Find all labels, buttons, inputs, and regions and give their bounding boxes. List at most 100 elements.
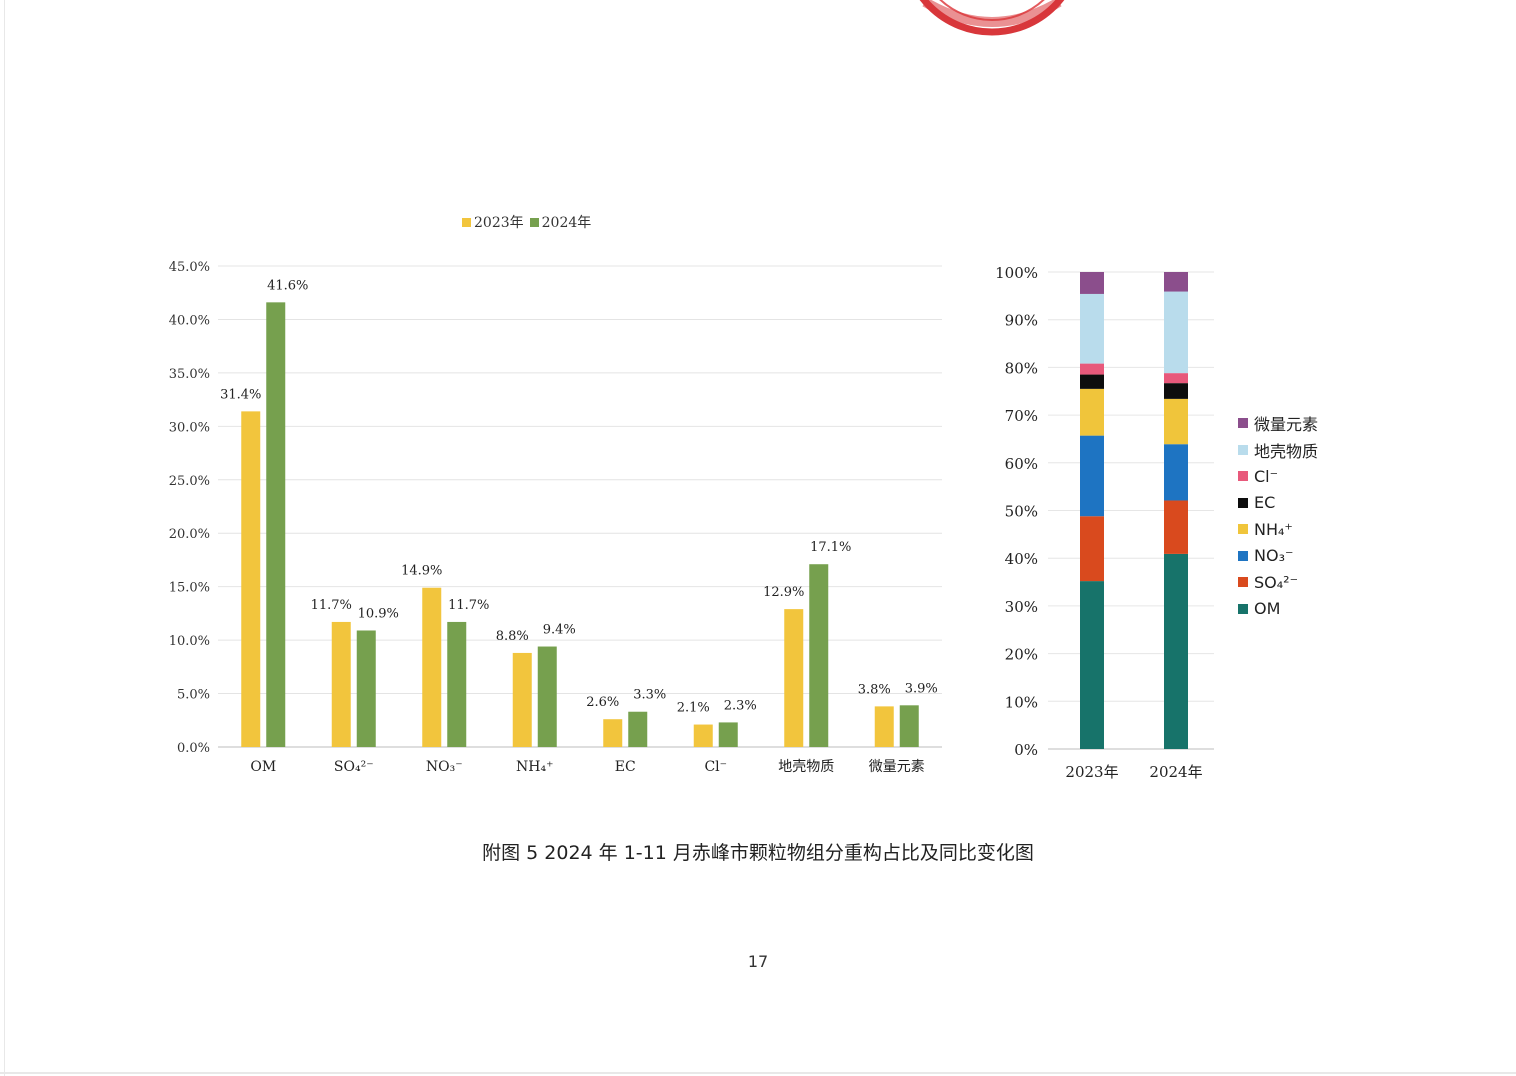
stack-segment bbox=[1080, 581, 1104, 749]
bar-2024 bbox=[447, 621, 467, 747]
y-tick-label: 0% bbox=[1014, 741, 1038, 759]
bar-2023 bbox=[241, 411, 261, 747]
stack-segment bbox=[1080, 363, 1104, 375]
legend-label: NO₃⁻ bbox=[1254, 546, 1294, 566]
bar-2023 bbox=[603, 719, 623, 747]
stack-segment bbox=[1080, 388, 1104, 436]
stack-segment bbox=[1164, 444, 1188, 501]
y-tick-label: 80% bbox=[1005, 359, 1038, 377]
y-tick-label: 20% bbox=[1005, 646, 1038, 664]
y-tick-label: 10.0% bbox=[169, 634, 210, 649]
bar-2024 bbox=[537, 646, 557, 747]
legend-swatch bbox=[1238, 418, 1248, 429]
bar-2024 bbox=[356, 630, 376, 747]
data-label: 3.3% bbox=[633, 688, 666, 703]
y-tick-label: 100% bbox=[995, 264, 1038, 282]
legend-swatch bbox=[1238, 444, 1248, 455]
bar-2024 bbox=[809, 564, 829, 747]
stack-segment bbox=[1080, 293, 1104, 364]
legend-label: 微量元素 bbox=[1254, 415, 1319, 435]
legend-label: OM bbox=[1254, 599, 1281, 619]
bar-chart-legend: 2023年 2024年 bbox=[462, 212, 597, 232]
data-label: 17.1% bbox=[810, 540, 851, 555]
y-tick-label: 10% bbox=[1005, 693, 1038, 711]
data-label: 11.7% bbox=[311, 598, 352, 613]
y-tick-label: 15.0% bbox=[169, 581, 210, 596]
y-tick-label: 30% bbox=[1005, 598, 1038, 616]
stack-segment bbox=[1080, 435, 1104, 517]
stack-segment bbox=[1164, 383, 1188, 399]
x-category-label: OM bbox=[250, 759, 276, 775]
legend-swatch bbox=[1238, 603, 1248, 614]
data-label: 10.9% bbox=[358, 606, 399, 621]
data-label: 8.8% bbox=[496, 629, 529, 644]
x-category-label: 2023年 bbox=[1065, 763, 1118, 781]
legend-item: OM bbox=[1238, 596, 1318, 623]
legend-label-2024: 2024年 bbox=[541, 215, 592, 231]
data-label: 2.1% bbox=[677, 701, 710, 716]
x-category-label: 微量元素 bbox=[869, 759, 925, 775]
legend-item: 微量元素 bbox=[1238, 410, 1318, 437]
y-tick-label: 35.0% bbox=[169, 367, 210, 382]
legend-swatch bbox=[1238, 524, 1248, 535]
bar-2023 bbox=[512, 652, 532, 747]
scan-border-bottom bbox=[0, 1072, 1516, 1074]
data-label: 14.9% bbox=[401, 564, 442, 579]
bar-2023 bbox=[784, 609, 804, 747]
legend-swatch bbox=[1238, 577, 1248, 588]
legend-item: Cl⁻ bbox=[1238, 463, 1318, 490]
figure-caption: 附图 5 2024 年 1-11 月赤峰市颗粒物组分重构占比及同比变化图 bbox=[482, 842, 1034, 864]
data-label: 11.7% bbox=[448, 598, 489, 613]
stack-segment bbox=[1080, 516, 1104, 582]
data-label: 3.9% bbox=[905, 681, 938, 696]
bar-2023 bbox=[422, 587, 442, 747]
x-category-label: NH₄⁺ bbox=[516, 759, 553, 775]
data-label: 41.6% bbox=[267, 278, 308, 293]
legend-label: NH₄⁺ bbox=[1254, 519, 1293, 539]
bar-2023 bbox=[874, 706, 894, 747]
y-tick-label: 20.0% bbox=[169, 527, 210, 542]
y-tick-label: 45.0% bbox=[169, 260, 210, 275]
y-tick-label: 60% bbox=[1005, 455, 1038, 473]
x-category-label: 地壳物质 bbox=[778, 758, 834, 775]
stack-segment bbox=[1164, 553, 1188, 749]
data-label: 3.8% bbox=[858, 682, 891, 697]
legend-label: EC bbox=[1254, 493, 1276, 513]
legend-swatch bbox=[1238, 550, 1248, 561]
legend-swatch-2024 bbox=[529, 217, 539, 227]
x-category-label: 2024年 bbox=[1149, 763, 1202, 781]
y-tick-label: 40.0% bbox=[169, 313, 210, 328]
legend-swatch bbox=[1238, 471, 1248, 482]
y-tick-label: 40% bbox=[1005, 550, 1038, 568]
stack-segment bbox=[1080, 374, 1104, 389]
stack-segment bbox=[1164, 373, 1188, 384]
bar-2023 bbox=[331, 621, 351, 747]
y-tick-label: 90% bbox=[1005, 312, 1038, 330]
stacked-chart-legend: 微量元素 地壳物质 Cl⁻ EC NH₄⁺ NO₃⁻ SO₄²⁻ OM bbox=[1238, 410, 1318, 622]
data-label: 12.9% bbox=[763, 585, 804, 600]
y-tick-label: 50% bbox=[1005, 503, 1038, 521]
data-label: 9.4% bbox=[543, 623, 576, 638]
data-label: 31.4% bbox=[220, 387, 261, 402]
red-seal-stamp bbox=[919, 0, 1065, 36]
y-tick-label: 25.0% bbox=[169, 474, 210, 489]
legend-swatch bbox=[1238, 497, 1248, 508]
legend-item-2023: 2023年 bbox=[462, 212, 524, 232]
y-tick-label: 70% bbox=[1005, 407, 1038, 425]
stack-segment bbox=[1164, 500, 1188, 554]
legend-item: EC bbox=[1238, 490, 1318, 517]
legend-label: SO₄²⁻ bbox=[1254, 572, 1299, 592]
data-label: 2.6% bbox=[586, 695, 619, 710]
legend-swatch-2023 bbox=[462, 217, 471, 227]
page-number: 17 bbox=[747, 952, 769, 971]
x-category-label: SO₄²⁻ bbox=[334, 759, 374, 775]
stack-segment bbox=[1080, 272, 1104, 294]
y-tick-label: 0.0% bbox=[177, 741, 210, 756]
data-label: 2.3% bbox=[724, 698, 757, 713]
legend-item: NO₃⁻ bbox=[1238, 543, 1318, 570]
legend-item: 地壳物质 bbox=[1238, 437, 1318, 464]
x-category-label: NO₃⁻ bbox=[426, 759, 463, 775]
